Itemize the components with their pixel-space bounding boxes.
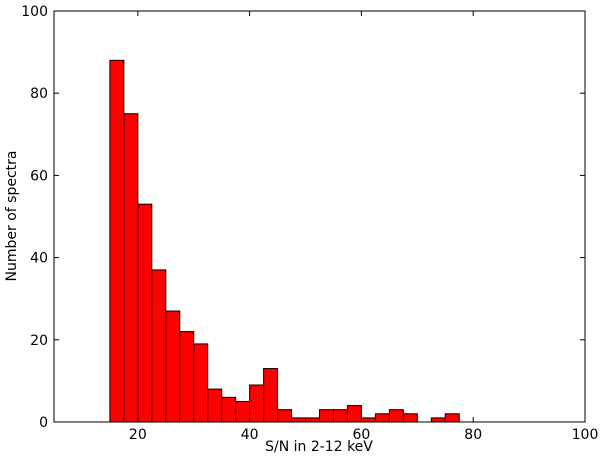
histogram-bar-0 [109,59,125,423]
histogram-bar-13 [291,417,307,423]
histogram-bar-1 [123,113,139,423]
x-tick-label-20: 20 [129,427,147,443]
histogram-bar-15 [319,409,334,423]
plot-frame [53,10,586,423]
histogram-bar-17 [346,405,362,423]
y-tick-label-0: 0 [39,415,48,431]
histogram-bar-24 [444,413,460,423]
y-tick-label-100: 100 [21,4,48,20]
histogram-bar-16 [332,409,348,423]
histogram-bar-14 [305,417,320,423]
histogram-bar-23 [430,417,446,423]
histogram-bar-21 [402,413,418,423]
histogram-bar-20 [388,409,404,423]
x-tick-label-80: 80 [464,427,482,443]
y-axis-label: Number of spectra [4,151,20,282]
x-tick-label-60: 60 [353,427,371,443]
histogram-bar-11 [263,368,279,423]
x-axis-label: S/N in 2-12 keV [265,439,373,455]
histogram-bar-5 [179,331,195,423]
histogram-bar-19 [374,413,390,423]
histogram-bar-7 [207,388,223,423]
y-tick-label-80: 80 [30,86,48,102]
x-tick-label-100: 100 [572,427,599,443]
histogram-bar-6 [193,343,209,423]
histogram-bar-3 [151,269,167,423]
histogram-bar-10 [249,384,265,423]
bars-group [109,59,460,423]
histogram-bar-4 [165,310,181,423]
histogram-bar-9 [235,400,251,423]
y-tick-label-20: 20 [30,333,48,349]
histogram-bar-8 [221,396,237,423]
ticks-group: 20 40 60 80 100 0 20 40 60 80 100 [21,4,598,443]
histogram-bar-12 [277,409,293,423]
y-tick-label-60: 60 [30,168,48,184]
histogram-bar-18 [360,417,376,423]
histogram-bar-2 [137,203,153,423]
x-tick-label-40: 40 [241,427,259,443]
y-tick-label-40: 40 [30,251,48,267]
